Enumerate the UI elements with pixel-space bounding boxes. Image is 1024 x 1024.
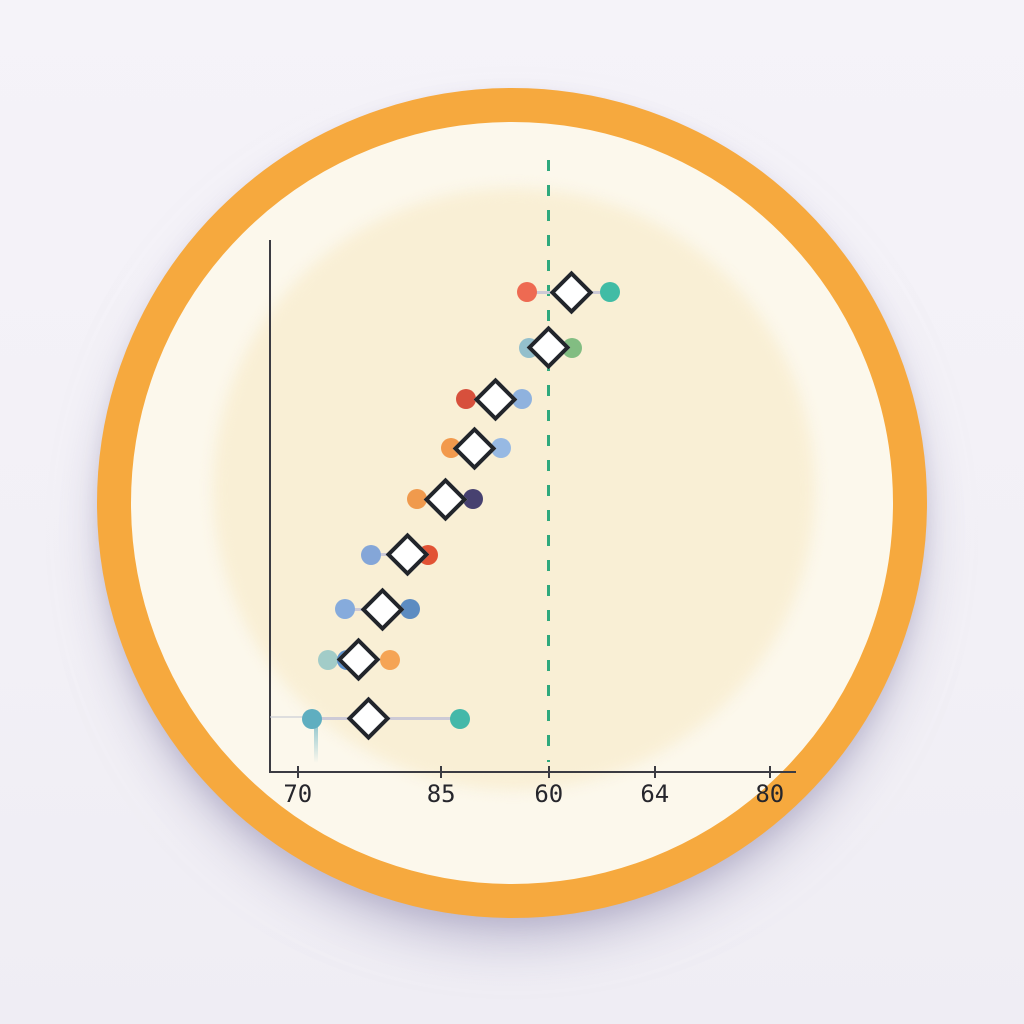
right-endpoint-dot [463, 489, 484, 510]
left-endpoint-dot [407, 489, 427, 510]
watercolor-drip-artifact [314, 724, 318, 763]
summary-diamond [336, 637, 381, 682]
x-axis-line [269, 771, 796, 773]
reference-dashed-line [546, 160, 550, 762]
summary-diamond [360, 587, 405, 632]
summary-diamond [423, 477, 468, 521]
left-endpoint-dot [317, 649, 338, 670]
right-endpoint-dot [400, 599, 421, 620]
x-tick-mark [296, 766, 299, 778]
right-endpoint-dot [380, 649, 401, 670]
summary-diamond [385, 533, 429, 577]
x-tick-label: 80 [755, 780, 785, 808]
axis-tail-line [270, 715, 312, 718]
x-tick-mark [653, 766, 656, 778]
summary-diamond [452, 426, 497, 470]
x-tick-label: 85 [426, 780, 456, 808]
right-endpoint-dot [491, 438, 511, 458]
x-tick-label: 64 [640, 780, 670, 808]
y-axis-line [269, 240, 271, 773]
x-tick-mark [440, 766, 443, 778]
left-endpoint-dot [335, 599, 356, 620]
right-endpoint-dot [450, 708, 471, 729]
x-tick-mark [547, 766, 550, 778]
summary-diamond [526, 326, 571, 370]
summary-diamond [346, 696, 391, 741]
x-tick-mark [768, 766, 771, 778]
left-endpoint-dot [360, 544, 381, 565]
inner-watercolor-circle [213, 188, 815, 790]
left-endpoint-dot [302, 708, 322, 729]
right-endpoint-dot [600, 282, 621, 303]
left-endpoint-dot [455, 389, 476, 410]
x-tick-label: 60 [534, 780, 564, 808]
x-tick-label: 70 [283, 780, 313, 808]
summary-diamond [549, 270, 594, 315]
left-endpoint-dot [517, 282, 538, 303]
summary-diamond [473, 377, 518, 421]
right-endpoint-dot [512, 389, 532, 410]
